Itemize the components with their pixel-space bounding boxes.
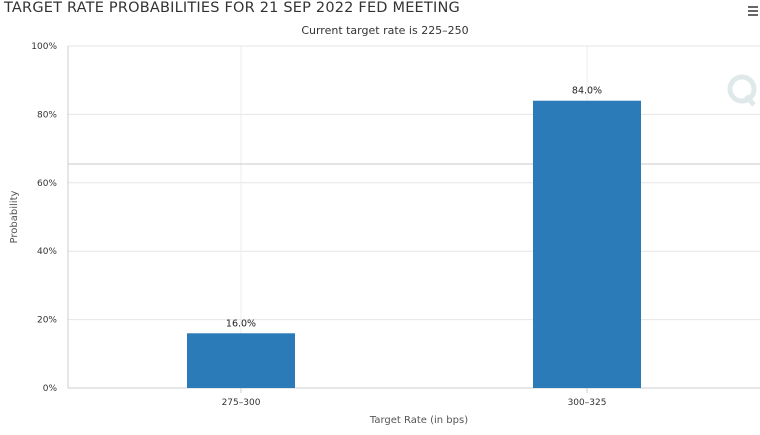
x-tick-label: 300–325	[568, 398, 607, 408]
y-tick-label: 100%	[31, 42, 57, 52]
y-tick-label: 0%	[43, 384, 58, 394]
y-axis-title: Probability	[9, 190, 20, 243]
x-axis-title: Target Rate (in bps)	[369, 415, 468, 426]
chart-subtitle: Current target rate is 225–250	[301, 24, 469, 37]
axes: 0% 20% 40% 60% 80% 100% 275–300 300–325	[31, 42, 760, 408]
y-tick-label: 20%	[37, 316, 57, 326]
y-tick-label: 60%	[37, 179, 57, 189]
y-tick-label: 40%	[37, 247, 57, 257]
bars	[187, 100, 641, 388]
labels: 16.0% 84.0%	[226, 86, 602, 330]
chart-menu-icon[interactable]	[748, 6, 758, 16]
watermark-logo-icon	[727, 74, 757, 107]
bar[interactable]	[533, 100, 641, 388]
chart-title: TARGET RATE PROBABILITIES FOR 21 SEP 202…	[4, 0, 460, 16]
data-label: 84.0%	[572, 86, 602, 97]
bar[interactable]	[187, 333, 295, 388]
x-tick-label: 275–300	[222, 398, 261, 408]
data-label: 16.0%	[226, 318, 256, 329]
y-tick-label: 80%	[37, 110, 57, 120]
grid-lines	[68, 45, 760, 389]
